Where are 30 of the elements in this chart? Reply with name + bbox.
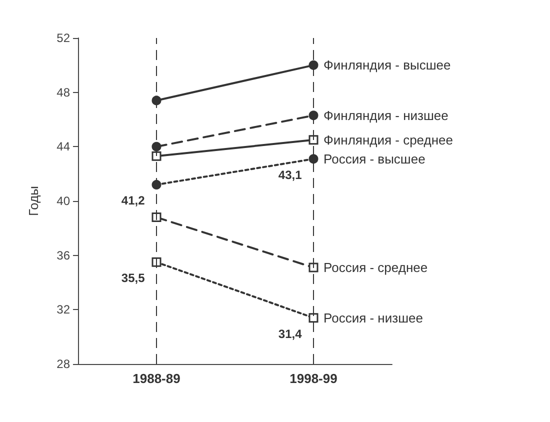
x-tick-label: 1988-89 [132,371,180,386]
point [308,110,318,120]
series-label: Россия - среднее [324,260,428,276]
y-tick-label: 32 [56,302,70,317]
series-label: Россия - низшее [324,310,423,326]
y-tick-label: 40 [56,194,70,208]
point [308,313,318,323]
series-label: Финляндия - низшее [324,108,448,123]
point [308,60,318,70]
point [152,180,162,190]
series-label: Россия - высшее [324,151,426,166]
y-tick-label: 48 [56,85,70,100]
series-label: Финляндия - высшее [324,58,451,73]
y-tick-label: 28 [56,357,70,371]
series-label: Финляндия - среднее [324,132,453,148]
data-label: 43,1 [278,168,302,182]
y-axis-title: Годы [26,186,41,216]
point [308,154,318,164]
y-tick-label: 44 [56,140,70,154]
point [152,142,162,152]
point [152,96,162,106]
point [152,151,162,161]
point [308,135,318,145]
data-label: 35,5 [121,271,146,286]
x-tick-label: 1998-99 [290,371,338,386]
y-tick-label: 52 [56,31,70,45]
point [308,262,318,272]
data-label: 31,4 [278,326,302,341]
y-tick-label: 36 [56,248,70,262]
data-label: 41,2 [121,194,146,208]
